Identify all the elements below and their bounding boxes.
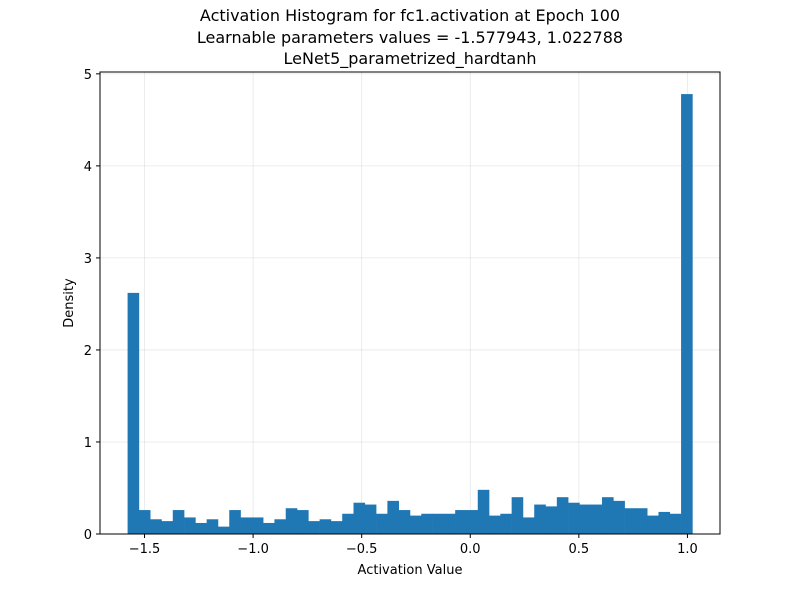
y-tick-label: 5	[84, 68, 92, 83]
x-tick-label: −1.5	[129, 542, 161, 557]
histogram-bar	[330, 521, 343, 534]
histogram-bar	[455, 510, 467, 534]
x-tick-label: 1.0	[677, 542, 698, 557]
histogram-bar	[376, 513, 388, 534]
histogram-bar	[500, 513, 512, 534]
histogram-bar	[522, 517, 535, 534]
histogram-bar	[285, 508, 298, 534]
histogram-bar	[184, 517, 196, 534]
histogram-bar	[624, 508, 637, 534]
histogram-bar	[364, 504, 377, 534]
histogram-bar	[489, 515, 501, 534]
histogram-bar	[138, 510, 151, 534]
histogram-bar	[590, 504, 603, 534]
histogram-bar	[297, 510, 309, 534]
x-axis-label: Activation Value	[358, 563, 463, 578]
histogram-bar	[534, 504, 546, 534]
y-tick-label: 4	[84, 160, 92, 175]
histogram-bar	[421, 513, 433, 534]
histogram-bar	[195, 522, 207, 534]
histogram-bar	[556, 497, 569, 534]
histogram-bar	[432, 513, 445, 534]
histogram-bar	[658, 511, 671, 534]
x-tick-label: 0.0	[460, 542, 481, 557]
histogram-bar	[511, 497, 524, 534]
histogram-bar	[342, 513, 354, 534]
y-tick-label: 1	[84, 436, 92, 451]
x-tick-label: −0.5	[346, 542, 378, 557]
plot-frame	[99, 71, 721, 535]
histogram-bar	[579, 504, 592, 534]
bars-layer	[127, 94, 693, 534]
x-tick-label: 0.5	[569, 542, 590, 557]
histogram-bar	[308, 521, 320, 534]
histogram-bar	[681, 94, 693, 534]
histogram-bar	[172, 510, 185, 534]
histogram-bar	[568, 502, 580, 534]
histogram-bar	[669, 513, 682, 534]
chart-title-line-3: LeNet5_parametrized_hardtanh	[283, 49, 537, 68]
histogram-bar	[229, 510, 241, 534]
grid-layer	[100, 72, 720, 535]
histogram-bar	[251, 517, 264, 534]
histogram-bar	[398, 510, 411, 534]
histogram-bar	[161, 521, 174, 534]
histogram-bar	[319, 519, 332, 534]
histogram-bar	[217, 526, 230, 534]
ticks-layer: −1.5 −1.0 −0.5 0.0 0.5 1.0 0 1 2 3 4 5	[84, 68, 698, 557]
y-tick-label: 0	[84, 528, 92, 543]
histogram-bar	[466, 510, 479, 534]
histogram-bar	[477, 489, 490, 534]
x-tick-label: −1.0	[237, 542, 269, 557]
histogram-bar	[274, 519, 287, 534]
histogram-bar	[263, 522, 275, 534]
y-tick-label: 2	[84, 344, 92, 359]
chart-title-line-2: Learnable parameters values = -1.577943,…	[196, 28, 624, 47]
y-axis-label: Density	[62, 278, 77, 328]
histogram-bar	[635, 508, 648, 534]
histogram-bar	[206, 519, 219, 534]
histogram-bar	[409, 515, 422, 534]
histogram-bar	[545, 506, 558, 534]
histogram-bar	[240, 517, 253, 534]
histogram-bar	[353, 502, 366, 534]
y-tick-label: 3	[84, 252, 92, 267]
histogram-bar	[387, 500, 399, 534]
histogram-bar	[647, 515, 659, 534]
histogram-bar	[443, 513, 456, 534]
histogram-bar	[127, 292, 140, 534]
histogram-bar	[150, 519, 162, 534]
histogram-bar	[602, 497, 614, 534]
chart-title-line-1: Activation Histogram for fc1.activation …	[199, 6, 621, 25]
histogram-bar	[613, 500, 625, 534]
